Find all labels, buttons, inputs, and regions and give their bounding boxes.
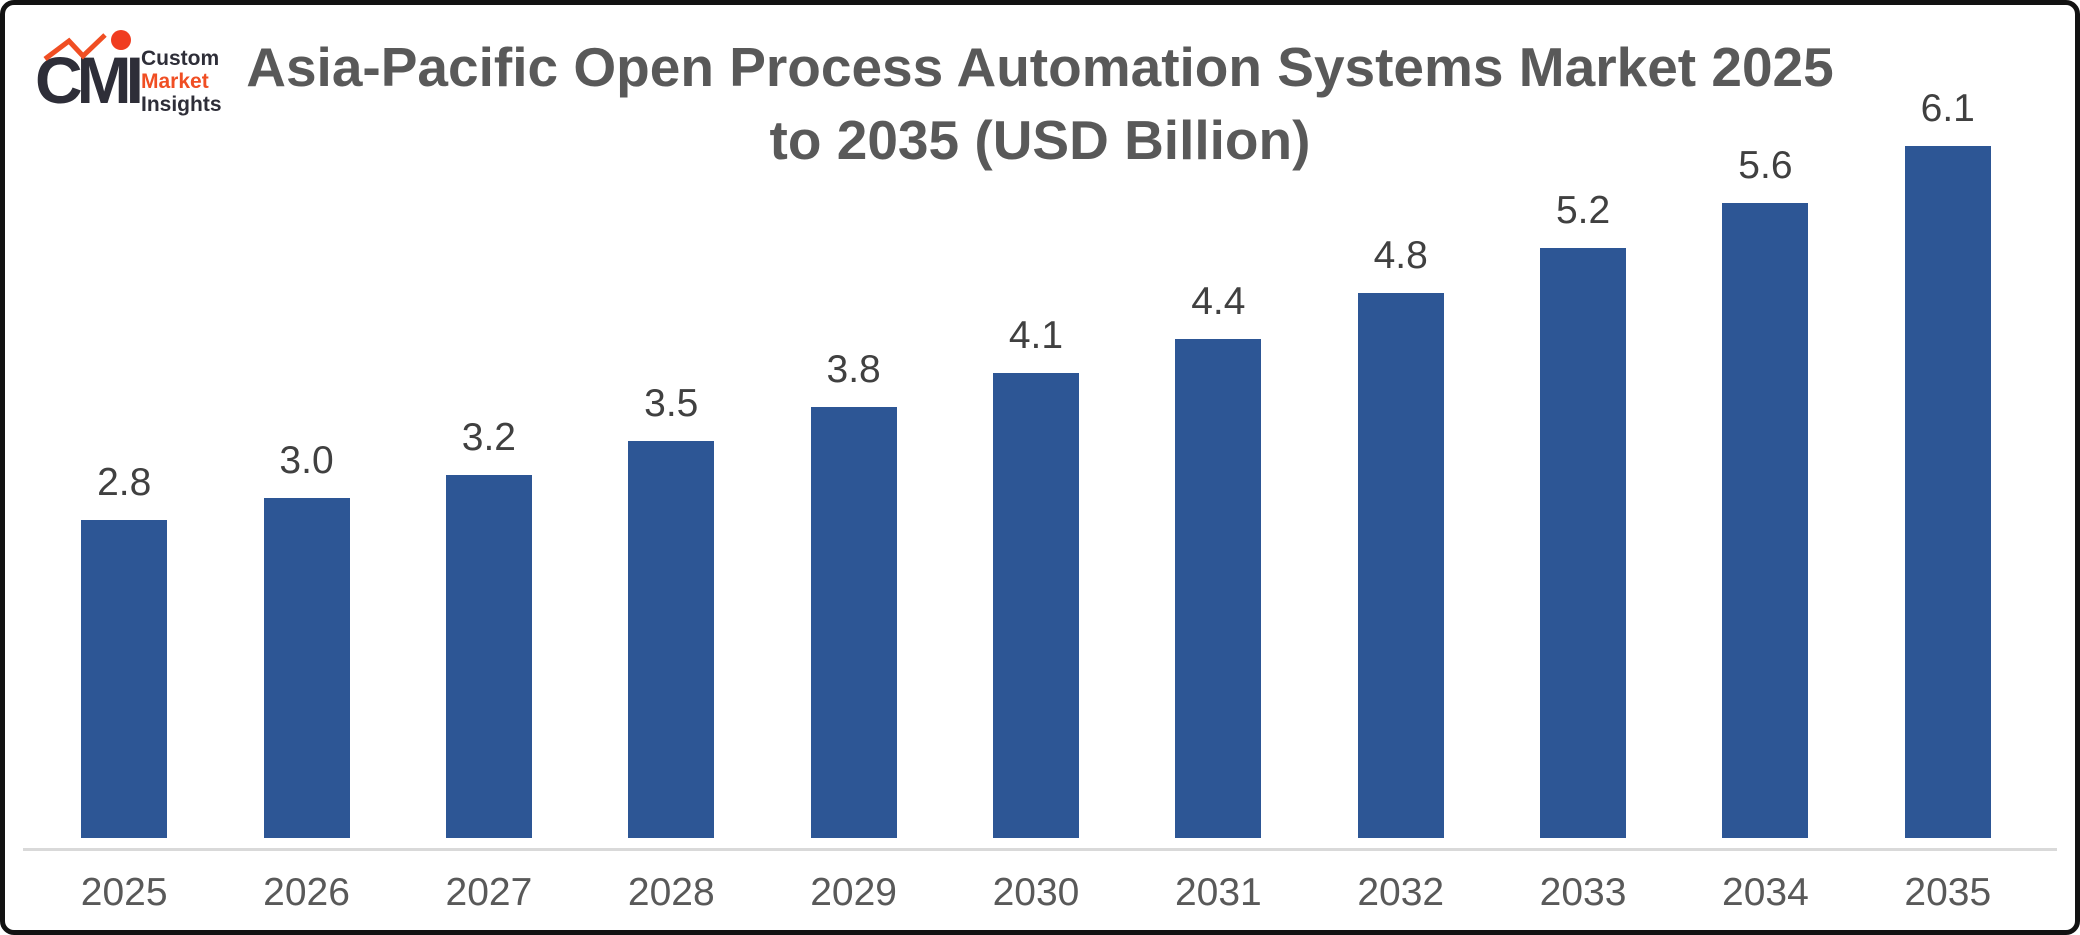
cmi-logo-mark: CMI	[35, 29, 144, 121]
cmi-logo-letters: CMI	[35, 43, 144, 117]
x-axis-labels: 2025 2026 2027 2028 2029 2030 2031 2032 2033 2034…	[33, 873, 2039, 912]
bar-column-2030: 4.1	[945, 85, 1127, 838]
x-axis-label-2026: 2026	[263, 871, 350, 914]
x-axis-label-2027: 2027	[445, 871, 533, 914]
value-label-2033: 5.2	[1555, 189, 1611, 233]
x-axis-label-2034: 2034	[1722, 871, 1809, 914]
chart-title-line1: Asia-Pacific Open Process Automation Sys…	[246, 36, 1834, 98]
bar-2031	[1175, 338, 1262, 838]
bar-2032	[1357, 293, 1444, 838]
bar-column-2032: 4.8	[1310, 85, 1492, 838]
bar-column-2028: 3.5	[580, 85, 762, 838]
x-axis-label-2031: 2031	[1174, 871, 1262, 914]
x-axis-label-2029: 2029	[810, 871, 897, 914]
bar-2027	[445, 474, 532, 838]
pulse-line-icon	[43, 30, 131, 61]
value-label-2026: 3.0	[279, 438, 334, 482]
value-label-2028: 3.5	[644, 381, 699, 425]
value-label-2031: 4.4	[1191, 279, 1246, 323]
bar-2035	[1904, 146, 1991, 838]
bar-column-2031: 4.4	[1127, 85, 1309, 838]
bar-2026	[263, 497, 350, 838]
bar-column-2025: 2.8	[33, 85, 215, 838]
logo-word-custom: Custom	[141, 47, 220, 70]
x-axis-label-2033: 2033	[1539, 871, 1627, 914]
bar-2029	[810, 406, 897, 838]
value-label-2035: 6.1	[1920, 87, 1975, 130]
bar-column-2026: 3.0	[215, 85, 397, 838]
x-axis-label-2030: 2030	[992, 871, 1080, 914]
logo-word-insights: Insights	[141, 93, 222, 117]
chart-title-line2: to 2035 (USD Billion)	[769, 108, 1311, 171]
cmi-logo-wordmark: Custom Market Insights	[141, 47, 222, 116]
x-axis-label-2035: 2035	[1904, 871, 1992, 914]
bar-column-2027: 3.2	[398, 85, 580, 838]
bar-column-2029: 3.8	[762, 85, 944, 838]
value-label-2032: 4.8	[1373, 234, 1428, 278]
bar-2025	[81, 520, 168, 838]
value-label-2029: 3.8	[826, 347, 881, 391]
bar-column-2034: 5.6	[1674, 85, 1856, 838]
bar-2030	[992, 372, 1079, 838]
bar-2033	[1540, 248, 1627, 838]
value-label-2025: 2.8	[97, 461, 152, 505]
cmi-logo: CMI Custom Market Insights	[35, 29, 222, 121]
x-axis-label-2028: 2028	[627, 871, 715, 914]
bar-2028	[628, 440, 715, 838]
value-label-2034: 5.6	[1738, 143, 1793, 187]
value-label-2030: 4.1	[1008, 313, 1064, 357]
x-axis-label-2032: 2032	[1357, 871, 1445, 914]
bar-2034	[1722, 202, 1809, 838]
bar-column-2035: 6.1	[1857, 85, 2039, 838]
bar-column-2033: 5.2	[1492, 85, 1674, 838]
x-axis-label-2025: 2025	[80, 871, 168, 914]
x-axis-line	[23, 848, 2057, 851]
value-label-2027: 3.2	[461, 415, 516, 459]
chart-title: Asia-Pacific Open Process Automation Sys…	[225, 31, 1855, 176]
plot-area: 2.8 3.0 3.2 3.5 3.8 4.1 4.4 4.8 5.2 5.6 6.1	[33, 85, 2039, 838]
logo-word-market: Market	[141, 70, 209, 94]
